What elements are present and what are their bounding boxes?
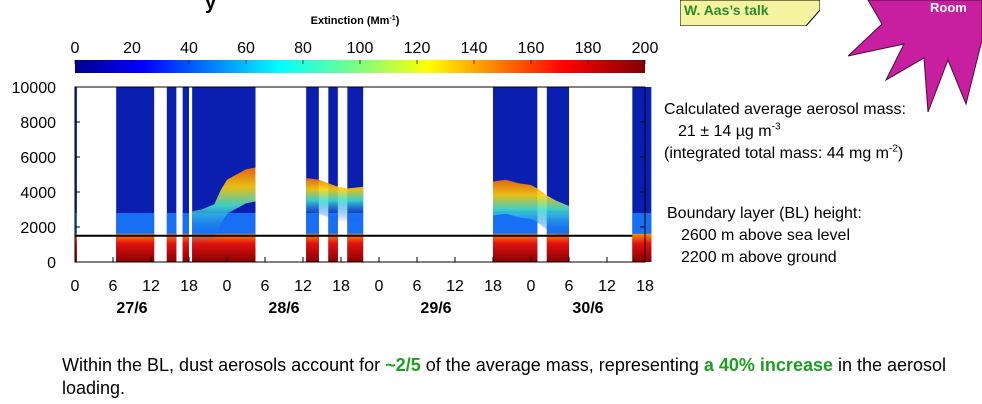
colorbar-tick-label: 100 <box>347 40 374 57</box>
talk-link[interactable]: W. Aas’s talk <box>684 2 769 18</box>
bl-asl: 2600 m above sea level <box>681 227 850 244</box>
colorbar-tick-label: 0 <box>71 40 80 57</box>
aerosol-layer <box>182 213 189 234</box>
data-bands <box>75 87 652 262</box>
aerosol-layer <box>632 213 652 234</box>
day-label: 29/6 <box>420 300 451 317</box>
surface-layer <box>166 233 177 262</box>
x-tick-label: 0 <box>223 278 232 295</box>
x-tick-label: 18 <box>636 278 654 295</box>
x-tick-label: 0 <box>527 278 536 295</box>
colorbar <box>75 60 645 73</box>
colorbar-title: Extinction (Mm-1) <box>311 15 400 27</box>
colorbar-tick-label: 180 <box>575 40 602 57</box>
data-band <box>182 87 189 262</box>
x-tick-label: 12 <box>294 278 312 295</box>
mass-annotation: Calculated average aerosol mass: 21 ± 14… <box>664 99 906 165</box>
y-tick-label: 6000 <box>20 150 56 167</box>
x-tick-label: 6 <box>261 278 270 295</box>
mass-value: 21 ± 14 µg m-3 <box>678 121 781 140</box>
x-tick-label: 18 <box>180 278 198 295</box>
y-tick-label: 10000 <box>12 80 57 97</box>
x-tick-label: 18 <box>484 278 502 295</box>
room-star-badge[interactable] <box>848 0 982 112</box>
data-band <box>166 87 177 262</box>
day-label: 28/6 <box>268 300 299 317</box>
elevated-layer <box>192 167 256 246</box>
surface-layer <box>546 233 569 262</box>
x-axis-ticks <box>74 257 646 262</box>
surface-layer <box>306 233 319 262</box>
bl-heading: Boundary layer (BL) height: <box>667 205 862 222</box>
surface-layer <box>75 233 77 262</box>
x-tick-label: 12 <box>142 278 160 295</box>
aerosol-layer <box>306 213 319 234</box>
colorbar-tick-label: 60 <box>237 40 255 57</box>
y-tick-label: 0 <box>47 255 56 272</box>
x-tick-label: 6 <box>413 278 422 295</box>
surface-layer <box>347 233 364 262</box>
y-axis-tick-labels: 0 2000 4000 6000 8000 10000 <box>12 80 57 272</box>
colorbar-tick-label: 200 <box>632 40 659 57</box>
colorbar-tick-label: 40 <box>180 40 198 57</box>
x-tick-label: 6 <box>109 278 118 295</box>
x-axis-tick-labels: 0 6 12 18 0 6 12 18 0 6 12 18 0 6 12 18 <box>71 278 654 295</box>
day-label: 30/6 <box>572 300 603 317</box>
surface-layer <box>493 233 538 262</box>
elevated-layer <box>493 179 569 240</box>
dust-fraction: ~2/5 <box>385 355 421 375</box>
mass-heading: Calculated average aerosol mass: <box>664 101 906 118</box>
talk-callout[interactable] <box>679 0 821 27</box>
aerosol-layer <box>116 213 155 234</box>
aerosol-layer <box>166 213 177 234</box>
room-label: Room <box>930 0 967 15</box>
elevated-layer <box>306 178 364 223</box>
plot-frame <box>74 86 646 263</box>
bl-annotation: Boundary layer (BL) height: 2600 m above… <box>667 203 862 269</box>
colorbar-tick-label: 80 <box>294 40 312 57</box>
x-tick-label: 6 <box>565 278 574 295</box>
colorbar-tick-label: 120 <box>404 40 431 57</box>
aerosol-layer <box>75 213 77 234</box>
surface-layer <box>328 233 338 262</box>
title-fragment: y <box>205 0 217 14</box>
y-tick-label: 8000 <box>20 115 56 132</box>
colorbar-tick-marks <box>74 60 646 64</box>
colorbar-tick-label: 160 <box>518 40 545 57</box>
y-tick-label: 4000 <box>20 185 56 202</box>
x-tick-label: 0 <box>375 278 384 295</box>
surface-layer <box>632 233 652 262</box>
x-tick-label: 12 <box>446 278 464 295</box>
increase-highlight: a 40% increase <box>703 355 833 375</box>
talk-callout-shape <box>679 0 821 27</box>
plot-area <box>74 86 652 263</box>
y-axis-ticks <box>75 86 645 263</box>
colorbar-tick-labels: 0 20 40 60 80 100 120 140 160 180 200 <box>71 40 659 57</box>
bl-agl: 2200 m above ground <box>681 249 837 266</box>
colorbar-tick-label: 20 <box>123 40 141 57</box>
surface-layer <box>182 233 189 262</box>
surface-layer <box>116 233 155 262</box>
integrated-mass: (integrated total mass: 44 mg m-2) <box>664 143 904 162</box>
x-tick-label: 18 <box>332 278 350 295</box>
x-tick-label: 12 <box>598 278 616 295</box>
data-band <box>328 87 338 262</box>
data-band <box>75 87 77 262</box>
day-labels: 27/6 28/6 29/6 30/6 <box>116 300 603 317</box>
day-label: 27/6 <box>116 300 147 317</box>
x-tick-label: 0 <box>71 278 80 295</box>
aerosol-layer <box>328 213 338 234</box>
conclusion-text: Within the BL, dust aerosols account for… <box>62 355 947 398</box>
y-tick-label: 2000 <box>20 220 56 237</box>
colorbar-tick-label: 140 <box>461 40 488 57</box>
